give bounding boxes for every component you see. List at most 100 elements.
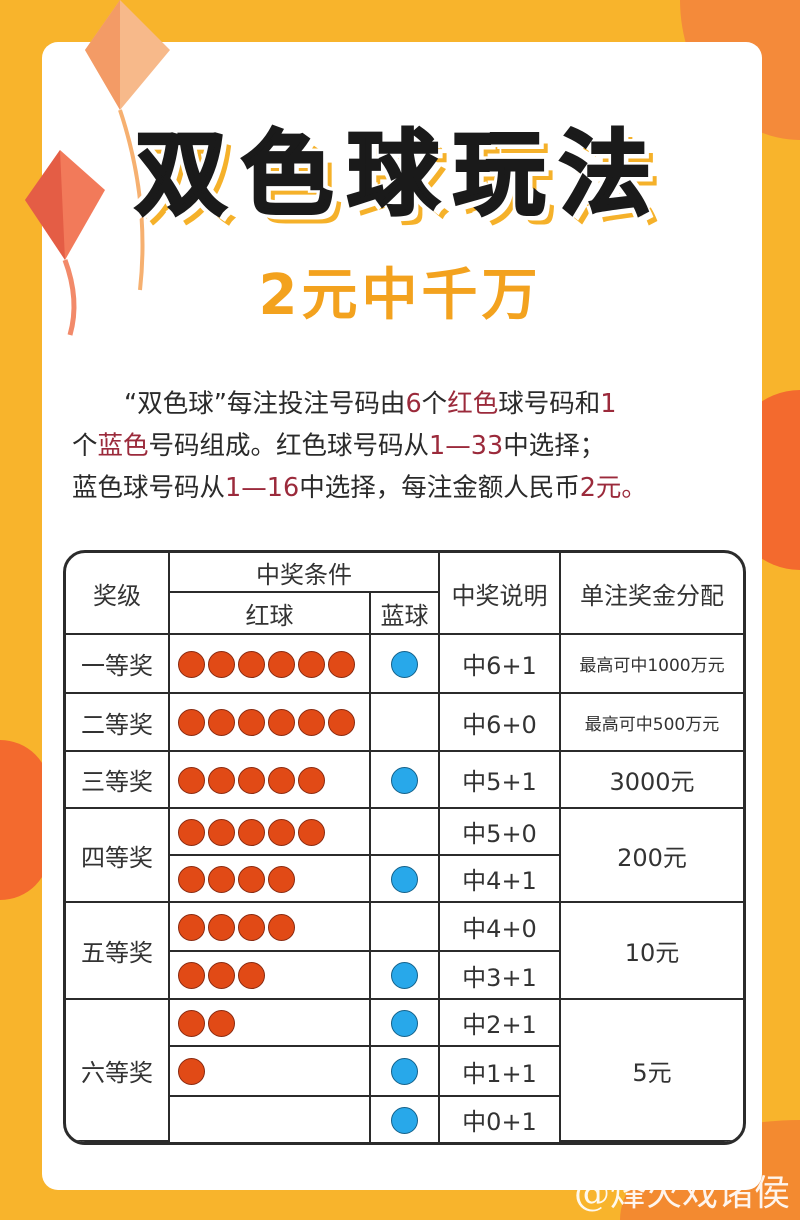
highlight-text: 6 [405,389,422,419]
blue-ball [371,635,440,694]
text: “双色球”每注投注号码由 [124,389,406,419]
red-balls [170,635,371,694]
red-balls [170,1047,371,1097]
blue-ball [371,809,440,856]
blue-ball [371,694,440,752]
red-ball-icon [177,962,205,990]
kite-icon [25,0,170,336]
win-description: 中4+0 [440,903,561,952]
prize-amount: 3000元 [561,752,743,809]
text: 中选择； [503,431,606,461]
blue-ball-icon [391,1106,418,1134]
win-description: 中3+1 [440,952,561,1000]
text: 球号码和 [498,389,601,419]
header-red: 红球 [170,593,371,635]
red-ball-icon [177,766,205,794]
table-row: 中3+1 [66,952,743,1000]
red-ball-icon [177,1058,205,1086]
text: 号码组成。红色球号码从 [148,431,430,461]
prize-amount: 10元 [561,903,743,1000]
prize-grade: 六等奖 [66,1000,170,1142]
highlight-text: 1—16 [225,473,300,503]
blue-ball [371,856,440,903]
highlight-text: 1 [600,389,617,419]
text: 个 [72,431,98,461]
red-ball-icon [207,913,235,941]
red-ball-icon [207,709,235,737]
highlight-text: 2元。 [579,473,647,503]
blue-ball [371,752,440,809]
red-balls [170,1097,371,1142]
red-ball-icon [297,709,325,737]
prize-grade: 四等奖 [66,809,170,903]
blue-ball [371,952,440,1000]
blue-ball [371,1000,440,1047]
red-balls [170,1000,371,1047]
red-ball-icon [207,818,235,846]
red-balls [170,856,371,903]
text: 中选择，每注金额人民币 [299,473,580,503]
table-row: 中1+1 [66,1047,743,1097]
red-ball-icon [177,650,205,678]
prize-grade: 一等奖 [66,635,170,694]
watermark: @烽火戏诸侯 [573,1173,790,1214]
blue-ball-icon [391,1009,418,1037]
blue-ball [371,903,440,952]
red-ball-icon [177,913,205,941]
red-ball-icon [267,709,295,737]
red-ball-icon [297,818,325,846]
header-condition: 中奖条件 [170,553,440,593]
highlight-text: 1—33 [429,431,504,461]
subtitle: 2元中千万 [258,263,542,328]
highlight-text: 红色 [447,389,499,419]
red-balls [170,952,371,1000]
red-ball-icon [297,650,325,678]
red-ball-icon [237,962,265,990]
table-row: 三等奖 中5+1 3000元 [66,752,743,809]
decor-circle [0,740,50,900]
red-ball-icon [327,650,355,678]
text: 蓝色球号码从 [72,473,226,503]
red-ball-icon [177,709,205,737]
win-description: 中6+0 [440,694,561,752]
header-grade: 奖级 [66,553,170,635]
table-row: 六等奖 中2+1 5元 [66,1000,743,1142]
prize-amount: 最高可中1000万元 [561,635,743,694]
table-row: 五等奖 中4+0 10元 [66,903,743,1000]
red-ball-icon [207,766,235,794]
intro-line: “双色球”每注投注号码由6个红色球号码和1 [72,383,742,425]
win-description: 中6+1 [440,635,561,694]
intro-paragraph: “双色球”每注投注号码由6个红色球号码和1 个蓝色号码组成。红色球号码从1—33… [72,383,742,509]
red-ball-icon [267,913,295,941]
table-row: 一等奖 中6+1 最高可中1000万元 [66,635,743,694]
text: 个 [421,389,448,419]
red-ball-icon [237,913,265,941]
red-ball-icon [237,650,265,678]
blue-ball [371,1097,440,1142]
header-prize: 单注奖金分配 [561,553,743,635]
red-ball-icon [267,865,295,893]
red-ball-icon [297,766,325,794]
red-ball-icon [207,962,235,990]
prize-amount: 最高可中500万元 [561,694,743,752]
red-ball-icon [237,709,265,737]
red-ball-icon [237,865,265,893]
win-description: 中0+1 [440,1097,561,1142]
red-ball-icon [267,766,295,794]
red-ball-icon [177,1009,205,1037]
blue-ball-icon [391,865,418,893]
blue-ball [371,1047,440,1097]
prize-table: 奖级 中奖条件 中奖说明 单注奖金分配 红球 蓝球 一等奖 中6+1 最高可中100… [63,550,746,1145]
win-description: 中5+0 [440,809,561,856]
win-description: 中2+1 [440,1000,561,1047]
win-description: 中4+1 [440,856,561,903]
red-ball-icon [237,818,265,846]
page-title: 双色球玩法 [133,120,665,230]
intro-line: 个蓝色号码组成。红色球号码从1—33中选择； [72,425,742,467]
table-row: 中4+1 [66,856,743,903]
red-balls [170,752,371,809]
red-balls [170,809,371,856]
blue-ball-icon [391,766,418,794]
table-row: 二等奖 中6+0 最高可中500万元 [66,694,743,752]
table-row: 中0+1 [66,1097,743,1142]
